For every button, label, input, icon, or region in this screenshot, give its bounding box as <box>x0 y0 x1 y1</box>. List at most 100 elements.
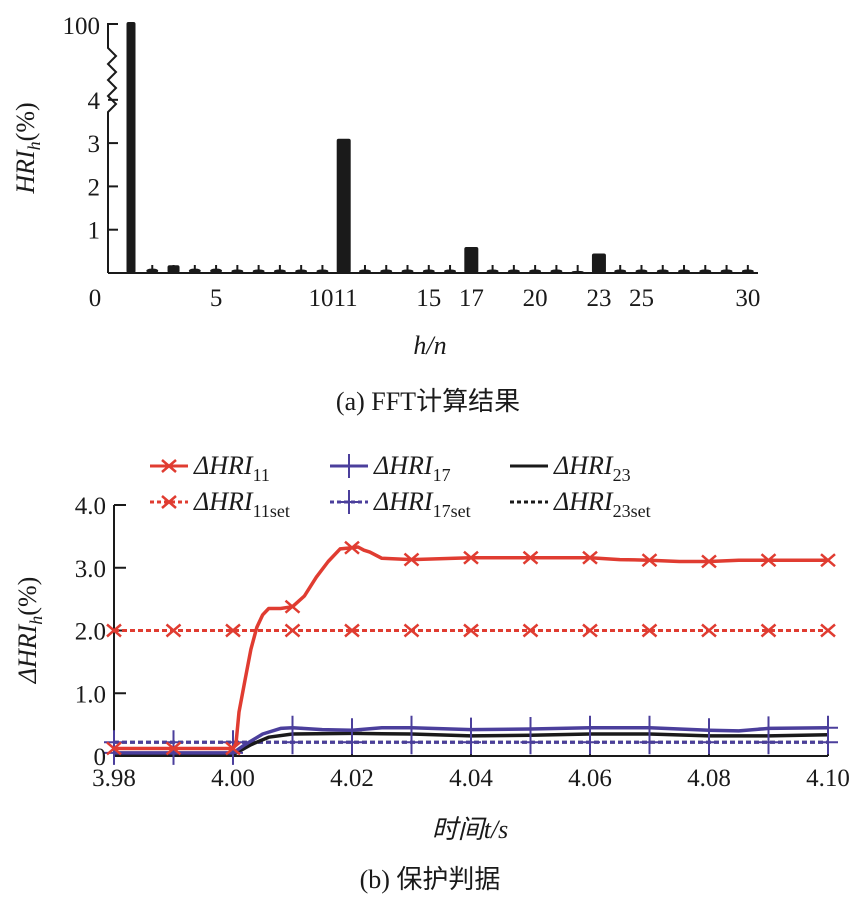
series-17 <box>104 715 838 765</box>
data-marker <box>403 623 420 638</box>
legend-label-main: ΔHRI <box>373 487 434 516</box>
x-tick-label: 4.06 <box>568 765 612 792</box>
bar <box>591 253 606 273</box>
x-tick-label: 4.04 <box>449 765 493 792</box>
legend-marker-icon <box>161 459 177 473</box>
legend-label-sub: 17set <box>433 501 471 521</box>
x-axis-title: h/n <box>413 331 446 360</box>
data-marker <box>342 718 362 743</box>
data-marker <box>463 550 479 565</box>
x-tick-label: 4.10 <box>806 765 850 792</box>
data-marker <box>463 623 479 638</box>
legend-label: ΔHRI23 <box>553 451 631 485</box>
legend-label: ΔHRI11set <box>193 487 290 521</box>
data-marker <box>580 715 600 740</box>
y-axis-title: ΔHRIh(%) <box>13 577 46 685</box>
data-marker <box>582 623 598 638</box>
y-tick-label: 1 <box>88 218 101 245</box>
legend-item-17: ΔHRI17 <box>330 451 451 485</box>
x-tick-label: 23 <box>586 285 611 312</box>
data-marker <box>639 715 660 740</box>
legend-label-main: ΔHRI <box>373 451 434 480</box>
x-axis-title-var: t <box>484 815 492 844</box>
data-marker <box>165 741 182 756</box>
legend-label: ΔHRI11 <box>193 451 270 485</box>
y-tick-label: 4.0 <box>75 493 106 520</box>
y-tick-label: 0 <box>94 744 107 771</box>
axes <box>106 23 758 274</box>
y-tick-label: 3 <box>88 131 101 158</box>
y-tick-label: 3.0 <box>75 556 106 583</box>
data-marker <box>282 715 303 740</box>
x-tick-label: 15 <box>416 285 441 312</box>
y-tick-labels: 1 2 3 4 <box>88 88 101 245</box>
y-axis-title-unit: (%) <box>11 102 40 141</box>
x-tick-label: 4.02 <box>330 765 374 792</box>
x-axis-title: 时间t/s <box>432 815 509 844</box>
data-marker <box>225 741 241 756</box>
data-marker <box>284 599 301 614</box>
legend-label-main: ΔHRI <box>193 487 254 516</box>
x-tick-label: 5 <box>210 285 223 312</box>
series-lines <box>104 540 838 765</box>
legend-label: ΔHRI17set <box>373 487 471 521</box>
legend-item-11: ΔHRI11 <box>150 451 270 485</box>
legend-label-sub: 11set <box>253 501 290 521</box>
legend-label-main: ΔHRI <box>553 451 614 480</box>
legend-marker-icon <box>339 490 359 514</box>
data-marker <box>522 623 539 638</box>
y-axis-title-sub: h <box>24 141 44 150</box>
y-axis-title: HRIh(%) <box>11 102 44 194</box>
x-tick-label: 17 <box>459 285 484 312</box>
data-marker <box>106 741 122 756</box>
x-axis-title-unit: /s <box>489 815 508 844</box>
series-11 <box>106 540 836 756</box>
y-axis-title-main: ΔHRI <box>13 623 42 684</box>
y-tick-label: 2.0 <box>75 619 106 646</box>
data-marker <box>520 717 541 742</box>
data-marker <box>701 554 717 569</box>
caption-b: (b) 保护判据 <box>360 865 501 894</box>
y-tick-label: 2 <box>88 174 101 201</box>
legend-item-17set: ΔHRI17set <box>330 487 471 521</box>
data-marker <box>106 623 122 638</box>
legend-label: ΔHRI23set <box>553 487 651 521</box>
y-tick-label: 4 <box>88 88 101 115</box>
data-marker <box>401 715 422 740</box>
data-marker <box>284 623 301 638</box>
y-axis-title-main: HRI <box>11 149 40 195</box>
bars <box>126 22 754 273</box>
data-marker <box>760 553 777 568</box>
legend-label: ΔHRI17 <box>373 451 451 485</box>
x-tick-labels: 0 5 1011 15 17 20 23 25 30 <box>89 285 761 312</box>
legend-item-23: ΔHRI23 <box>510 451 631 485</box>
y-axis-title-unit: (%) <box>13 577 42 616</box>
chart-b-protection: ΔHRI11ΔHRI11setΔHRI17ΔHRI17setΔHRI23ΔHRI… <box>13 451 850 894</box>
legend-label-sub: 11 <box>253 465 270 485</box>
bar <box>126 22 136 273</box>
legend-label-main: ΔHRI <box>553 487 614 516</box>
caption-a: (a) FFT计算结果 <box>336 387 520 416</box>
x-tick-label: 4.08 <box>687 765 731 792</box>
x-tick-label: 30 <box>735 285 760 312</box>
y-tick-label: 1.0 <box>75 681 106 708</box>
y-top-tick-label: 100 <box>63 13 101 40</box>
x-tick-label: 20 <box>523 285 548 312</box>
data-marker <box>760 623 777 638</box>
legend-label-main: ΔHRI <box>193 451 254 480</box>
axis-break-icon <box>106 23 118 120</box>
legend-item-11set: ΔHRI11set <box>150 487 290 521</box>
x-tick-label: 1011 <box>309 285 358 312</box>
legend: ΔHRI11ΔHRI11setΔHRI17ΔHRI17setΔHRI23ΔHRI… <box>150 451 651 521</box>
legend-label-sub: 23 <box>613 465 631 485</box>
x-tick-label: 0 <box>89 285 102 312</box>
data-marker <box>699 718 719 743</box>
legend-marker-icon <box>339 454 359 478</box>
x-tick-label: 3.98 <box>92 765 136 792</box>
x-tick-labels: 3.98 4.00 4.02 4.04 4.06 4.08 4.10 <box>92 765 850 792</box>
data-marker <box>344 623 360 638</box>
series-11set <box>106 623 836 638</box>
x-tick-label: 25 <box>629 285 654 312</box>
